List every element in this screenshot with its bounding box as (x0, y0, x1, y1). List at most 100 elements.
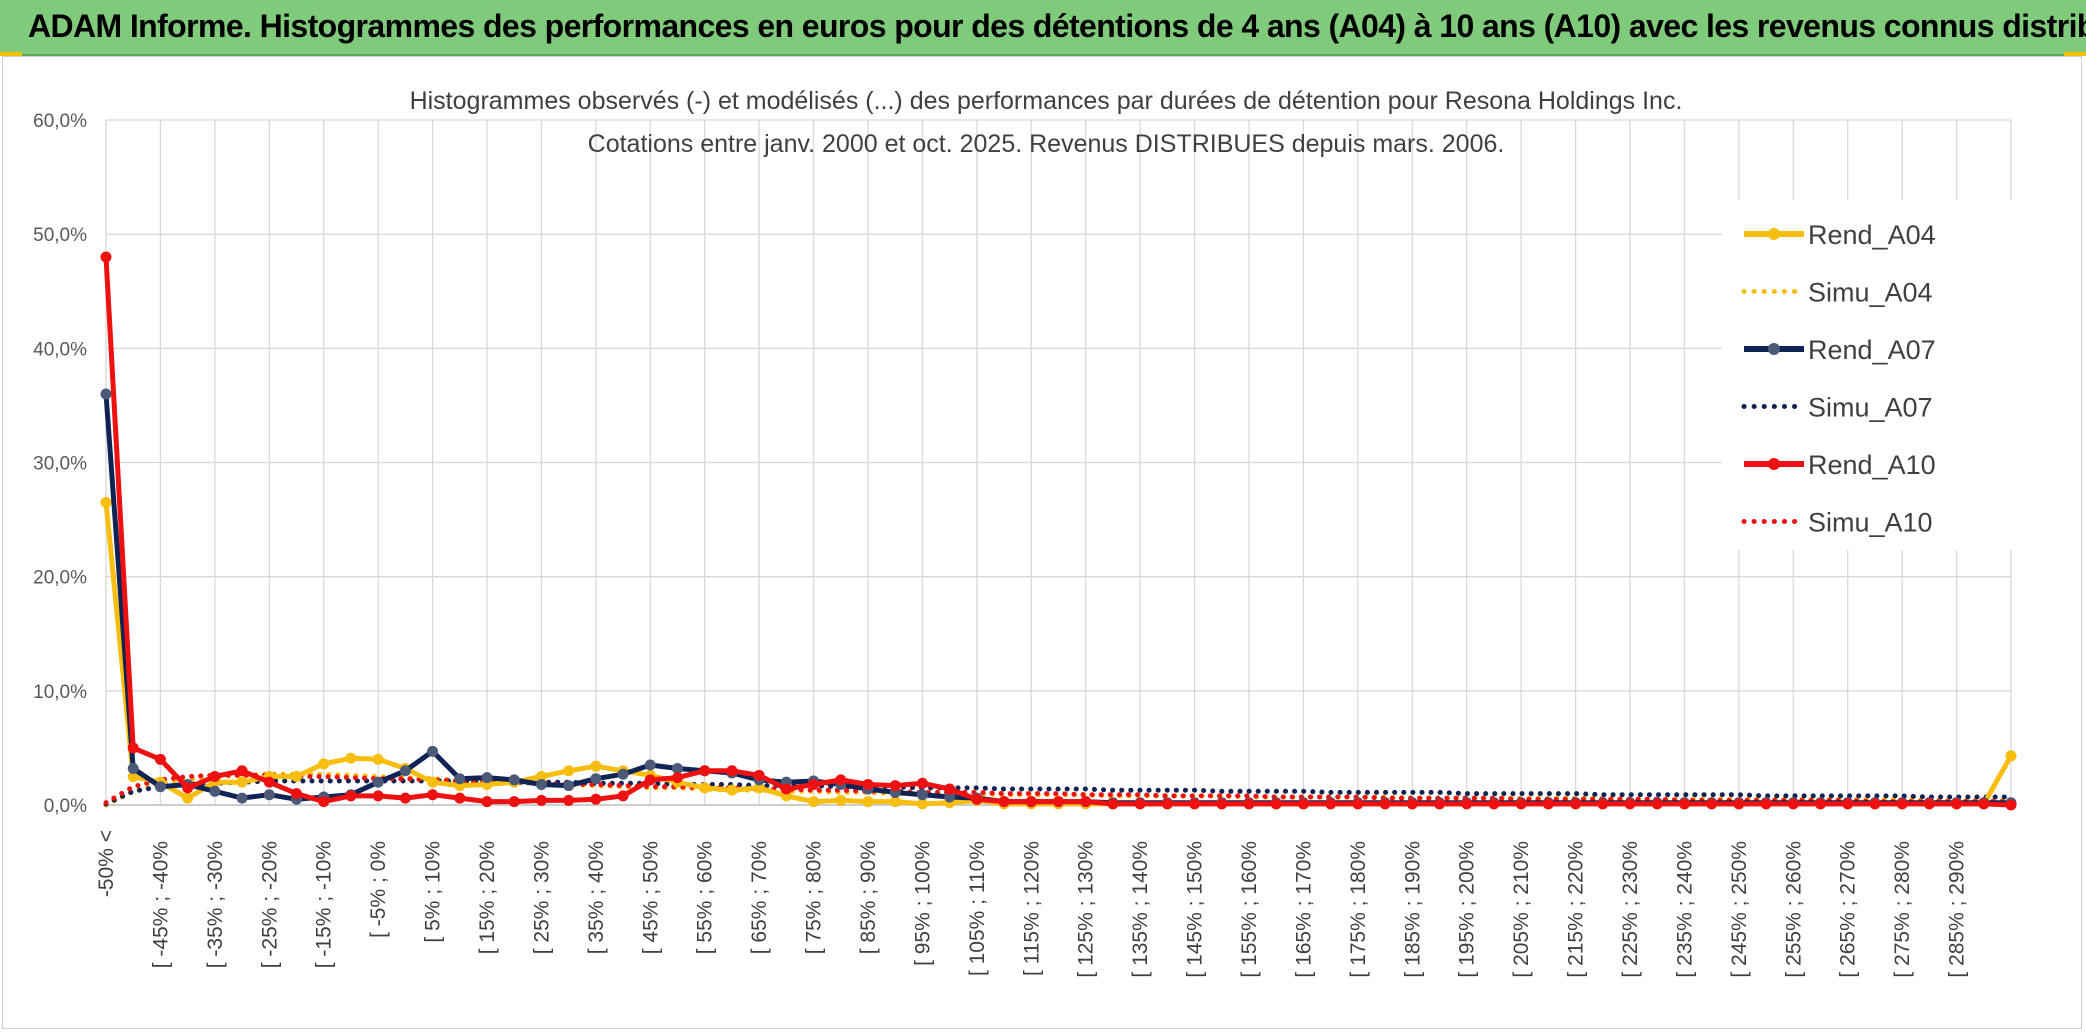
data-point-rend-a10 (1406, 798, 1418, 810)
data-point-rend-a10 (1515, 798, 1527, 810)
data-point-rend-a04 (808, 796, 820, 808)
data-point-rend-a10 (1352, 798, 1364, 810)
x-tick-label: [ 135% ; 140% (1129, 841, 1152, 978)
data-point-rend-a10 (1216, 798, 1228, 810)
x-tick-label: [ 175% ; 180% (1347, 841, 1370, 978)
x-tick-label: [ 95% ; 100% (911, 841, 934, 966)
data-point-rend-a07 (563, 780, 575, 792)
data-point-rend-a07 (372, 776, 384, 788)
x-tick-label: [ 65% ; 70% (748, 841, 771, 954)
data-point-rend-a10 (617, 790, 629, 802)
data-point-rend-a07 (617, 768, 629, 780)
data-point-rend-a10 (481, 796, 493, 808)
chart-subtitle: Cotations entre janv. 2000 et oct. 2025.… (588, 130, 1505, 158)
data-point-rend-a07 (916, 789, 928, 801)
data-point-rend-a10 (1570, 798, 1582, 810)
x-tick-label: [ 45% ; 50% (639, 841, 662, 954)
data-point-rend-a10 (644, 774, 656, 786)
data-point-rend-a10 (454, 792, 466, 804)
data-point-rend-a10 (127, 742, 139, 754)
data-point-rend-a10 (2005, 799, 2017, 811)
x-tick-label: [ 245% ; 250% (1728, 841, 1751, 978)
data-point-rend-a10 (1951, 798, 1963, 810)
data-point-rend-a10 (1597, 798, 1609, 810)
data-point-rend-a04 (916, 798, 928, 810)
data-point-rend-a10 (1053, 796, 1064, 808)
data-point-rend-a10 (345, 790, 357, 802)
data-point-rend-a04 (835, 794, 847, 806)
data-point-rend-a04 (726, 784, 738, 796)
legend-marker-rend-a10 (1768, 458, 1780, 470)
data-point-rend-a10 (1134, 798, 1146, 810)
x-tick-label: [ 265% ; 270% (1837, 841, 1860, 978)
data-point-rend-a04 (100, 496, 112, 508)
data-point-rend-a10 (835, 774, 847, 786)
x-tick-label: [ 155% ; 160% (1238, 841, 1261, 978)
data-point-rend-a07 (644, 759, 656, 771)
data-point-rend-a10 (1270, 798, 1282, 810)
corner-mark-left (0, 52, 22, 56)
x-tick-label: [ -25% ; -20% (258, 841, 281, 968)
data-point-rend-a10 (1787, 798, 1799, 810)
data-point-rend-a07 (263, 789, 275, 801)
data-point-rend-a07 (481, 772, 493, 784)
data-point-rend-a10 (1161, 798, 1173, 810)
data-point-rend-a07 (399, 765, 411, 777)
data-point-rend-a10 (699, 765, 711, 777)
data-point-rend-a04 (318, 758, 330, 770)
data-point-rend-a10 (1760, 798, 1772, 810)
data-point-rend-a10 (318, 796, 330, 808)
report-title: ADAM Informe. Histogrammes des performan… (28, 8, 2086, 44)
data-point-rend-a10 (263, 776, 275, 788)
data-point-rend-a10 (182, 782, 194, 794)
data-point-rend-a04 (291, 770, 302, 782)
data-point-rend-a10 (209, 770, 221, 782)
data-point-rend-a10 (726, 765, 738, 777)
legend-label-rend-a04: Rend_A04 (1808, 220, 1936, 250)
data-point-rend-a10 (889, 780, 901, 792)
data-point-rend-a10 (1488, 798, 1500, 810)
data-point-rend-a04 (535, 770, 547, 782)
data-point-rend-a07 (508, 774, 520, 786)
x-tick-label: [ 185% ; 190% (1401, 841, 1424, 978)
y-tick-label: 40,0% (33, 339, 87, 360)
x-tick-label: [ 235% ; 240% (1673, 841, 1696, 978)
data-point-rend-a10 (236, 765, 248, 777)
data-point-rend-a07 (944, 791, 956, 803)
data-point-rend-a07 (154, 781, 166, 793)
data-point-rend-a10 (1189, 798, 1201, 810)
data-point-rend-a04 (372, 753, 384, 765)
data-point-rend-a07 (427, 745, 439, 757)
data-point-rend-a04 (563, 765, 575, 777)
data-point-rend-a07 (100, 388, 112, 400)
data-point-rend-a10 (1025, 796, 1037, 808)
x-tick-label: [ 205% ; 210% (1510, 841, 1533, 978)
legend-label-rend-a10: Rend_A10 (1808, 450, 1936, 480)
data-point-rend-a07 (209, 785, 221, 797)
data-point-rend-a07 (454, 773, 466, 785)
x-tick-label: [ 75% ; 80% (803, 841, 826, 954)
x-tick-label: [ -15% ; -10% (313, 841, 336, 968)
data-point-rend-a10 (1896, 798, 1908, 810)
data-point-rend-a10 (672, 772, 683, 784)
x-tick-label: [ 105% ; 110% (966, 841, 989, 976)
legend-label-simu-a04: Simu_A04 (1808, 278, 1933, 308)
x-tick-label: [ 125% ; 130% (1075, 841, 1098, 978)
data-point-rend-a10 (1542, 798, 1554, 810)
y-tick-label: 10,0% (33, 682, 87, 703)
data-point-rend-a10 (1651, 798, 1663, 810)
data-point-rend-a10 (1842, 798, 1854, 810)
legend-marker-rend-a07 (1768, 343, 1780, 355)
data-point-rend-a04 (889, 796, 901, 808)
data-point-rend-a10 (427, 789, 439, 801)
data-point-rend-a10 (780, 783, 792, 795)
legend-label-simu-a07: Simu_A07 (1808, 393, 1933, 423)
data-point-rend-a04 (236, 776, 248, 788)
data-point-rend-a10 (1733, 798, 1745, 810)
data-point-rend-a10 (1297, 798, 1309, 810)
data-point-rend-a10 (998, 796, 1010, 808)
data-point-rend-a10 (1325, 798, 1337, 810)
x-tick-label: [ 195% ; 200% (1456, 841, 1479, 978)
x-tick-label: -50% < (95, 830, 118, 897)
